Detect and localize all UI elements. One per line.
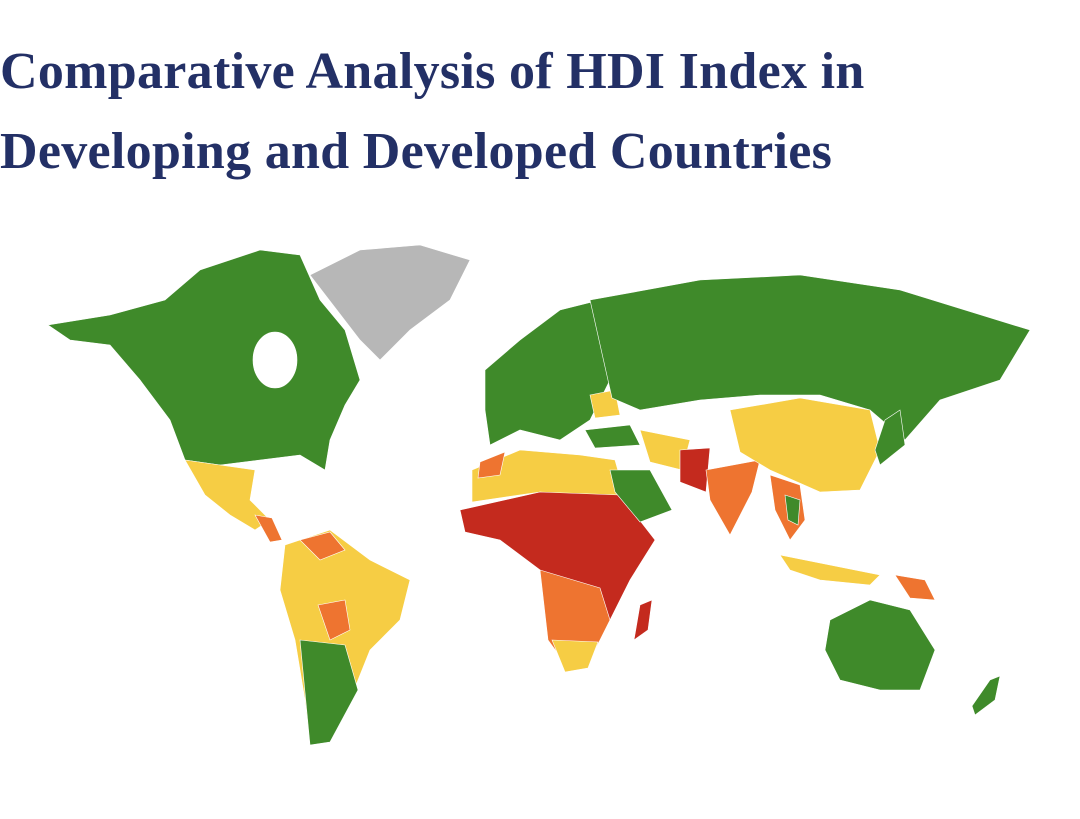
hudson-bay (252, 331, 298, 389)
title-line: Developing and Developed Countries (0, 123, 833, 180)
central-america (254, 514, 283, 543)
indonesia (779, 554, 881, 586)
north-america (47, 249, 361, 471)
arabia (609, 469, 673, 523)
madagascar (633, 599, 653, 641)
japan (874, 409, 906, 466)
southern-cone (299, 639, 359, 746)
morocco (477, 451, 506, 479)
turkey (584, 424, 641, 449)
title-line: Comparative Analysis of HDI Index in (0, 43, 865, 100)
china (729, 397, 881, 493)
thailand (784, 494, 801, 526)
papua-new-guinea (894, 574, 936, 601)
south-africa (551, 639, 599, 673)
new-zealand (971, 675, 1001, 716)
russia (589, 274, 1031, 441)
venezuela (299, 531, 346, 561)
australia (824, 599, 936, 691)
greenland (309, 244, 471, 361)
india (705, 459, 761, 536)
bolivia (317, 599, 351, 641)
pakistan (679, 447, 711, 493)
